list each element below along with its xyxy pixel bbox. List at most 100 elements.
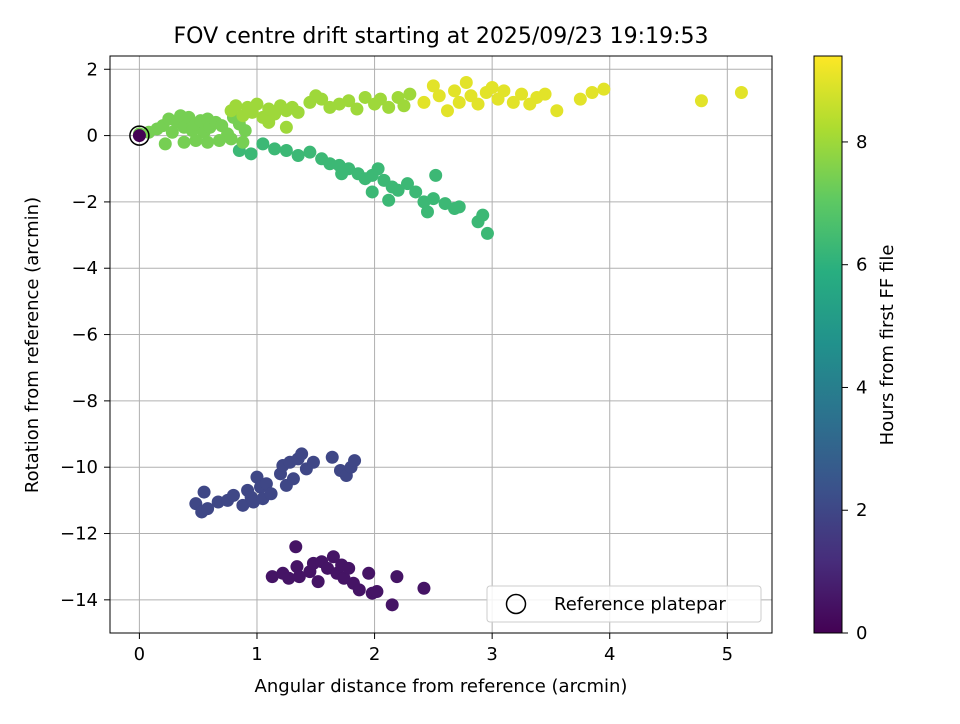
- data-point: [432, 89, 446, 103]
- data-point: [165, 125, 179, 139]
- series-group: [189, 447, 362, 519]
- data-point: [597, 82, 611, 96]
- data-point: [506, 95, 520, 109]
- data-point: [325, 450, 339, 464]
- data-point: [279, 120, 293, 134]
- colorbar-tick-label: 8: [856, 132, 867, 153]
- x-axis-label: Angular distance from reference (arcmin): [255, 676, 628, 697]
- data-point: [538, 87, 552, 101]
- data-point: [440, 104, 454, 118]
- data-point: [365, 185, 379, 199]
- chart-title: FOV centre drift starting at 2025/09/23 …: [174, 24, 709, 49]
- data-point: [229, 99, 243, 113]
- y-tick-label: −14: [60, 590, 98, 611]
- series-group: [132, 109, 252, 151]
- data-point: [452, 200, 466, 214]
- data-point: [485, 81, 499, 95]
- data-point: [400, 177, 414, 191]
- data-point: [189, 134, 203, 148]
- x-tick-label: 0: [134, 644, 145, 665]
- reference-marker-layer: [129, 125, 150, 146]
- data-point: [256, 137, 270, 151]
- data-point: [362, 566, 376, 580]
- data-point: [352, 583, 366, 597]
- reference-platepar-marker: [129, 125, 150, 146]
- data-point: [289, 540, 303, 554]
- colorbar-tick-label: 6: [856, 255, 867, 276]
- data-point: [265, 570, 279, 584]
- reference-data-point: [132, 129, 146, 143]
- data-point: [290, 560, 304, 574]
- data-point: [471, 97, 485, 111]
- data-point: [390, 570, 404, 584]
- plot-frame: [109, 55, 773, 634]
- x-tick-label: 4: [604, 644, 615, 665]
- data-point: [311, 575, 325, 589]
- data-point: [197, 485, 211, 499]
- data-point: [426, 192, 440, 206]
- data-point: [476, 208, 490, 222]
- colorbar-tick-label: 2: [856, 500, 867, 521]
- grid-lines: [110, 56, 772, 633]
- data-point: [303, 145, 317, 159]
- colorbar-tick-label: 0: [856, 623, 867, 644]
- y-tick-label: −8: [71, 391, 98, 412]
- data-point: [459, 76, 473, 90]
- x-tick-label: 2: [369, 644, 380, 665]
- data-point: [417, 581, 431, 595]
- data-point: [268, 142, 282, 156]
- data-point: [420, 205, 434, 219]
- y-tick-label: −2: [71, 192, 98, 213]
- series-group: [232, 137, 494, 240]
- data-point: [250, 470, 264, 484]
- series-group: [265, 540, 431, 612]
- data-point: [342, 94, 356, 108]
- legend-open-circle-marker: [505, 593, 527, 615]
- data-point: [244, 147, 258, 161]
- colorbar-label: Hours from first FF file: [877, 245, 898, 446]
- data-point: [236, 498, 250, 512]
- data-point: [250, 97, 264, 111]
- y-tick-label: −4: [71, 258, 98, 279]
- x-tick-label: 5: [722, 644, 733, 665]
- data-point: [429, 168, 443, 182]
- x-tick-label: 3: [486, 644, 497, 665]
- colorbar: 0 2 4 6 8 Hours from first FF file: [813, 55, 898, 644]
- data-point: [306, 455, 320, 469]
- series-group: [224, 87, 417, 134]
- data-point: [315, 92, 329, 106]
- y-axis-ticks: 2 0 −2 −4 −6 −8 −10 −12 −14: [60, 59, 110, 611]
- data-point: [358, 90, 372, 104]
- data-point: [480, 226, 494, 240]
- data-point: [326, 550, 340, 564]
- data-point: [236, 135, 250, 149]
- data-point: [350, 102, 364, 116]
- data-point: [238, 124, 252, 138]
- data-point: [403, 87, 417, 101]
- y-tick-label: 0: [87, 126, 98, 147]
- data-point: [264, 487, 278, 501]
- data-point: [734, 85, 748, 99]
- colorbar-gradient: [813, 55, 843, 634]
- y-axis-label: Rotation from reference (arcmin): [22, 197, 43, 493]
- x-axis-ticks: 0 1 2 3 4 5: [134, 633, 733, 665]
- legend: Reference platepar: [486, 585, 762, 623]
- data-point: [291, 148, 305, 162]
- data-point: [448, 84, 462, 98]
- data-point: [224, 132, 238, 146]
- data-point: [515, 87, 529, 101]
- y-tick-label: 2: [87, 59, 98, 80]
- y-tick-label: −10: [60, 457, 98, 478]
- data-point: [397, 99, 411, 113]
- data-point: [373, 92, 387, 106]
- data-point: [201, 502, 215, 516]
- data-point: [370, 585, 384, 599]
- y-tick-label: −6: [71, 325, 98, 346]
- data-point: [201, 135, 215, 149]
- data-point: [158, 137, 172, 151]
- data-point: [497, 84, 511, 98]
- data-point: [371, 162, 385, 176]
- data-point: [295, 447, 309, 461]
- data-point: [452, 95, 466, 109]
